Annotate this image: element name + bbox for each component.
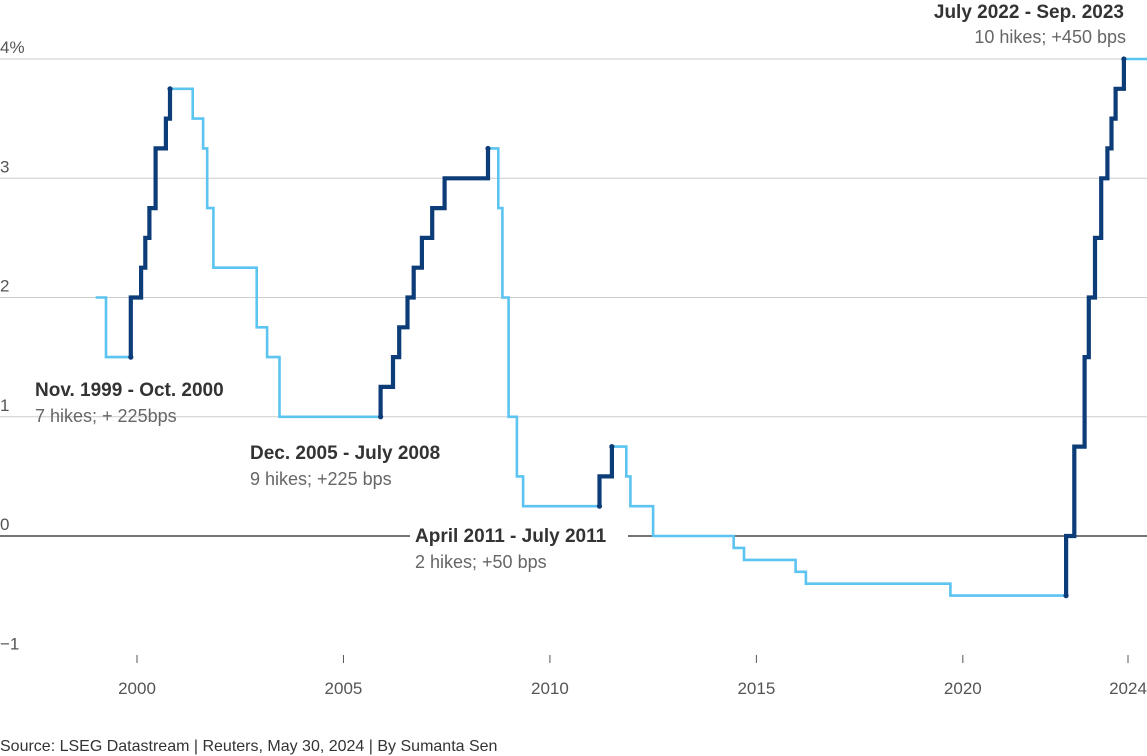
annotation-title: July 2022 - Sep. 2023 [934,2,1124,23]
annotation-2011: April 2011 - July 2011 2 hikes; +50 bps [410,522,628,572]
x-tick-label: 2020 [944,679,982,698]
hike-start-dot [378,414,384,420]
x-tick-label: 2000 [118,679,156,698]
annotation-2022-2023: July 2022 - Sep. 2023 10 hikes; +450 bps [934,2,1126,47]
annotation-backdrop [410,522,628,548]
hike-start-dot [128,354,134,360]
annotation-note: 10 hikes; +450 bps [974,27,1126,47]
hike-periods [128,56,1127,599]
hike-end-dot [1121,56,1127,62]
annotation-note: 7 hikes; + 225bps [35,406,177,426]
y-tick-label: 3 [0,157,9,176]
y-tick-label: 0 [0,515,9,534]
rate-line [95,57,1147,597]
hike-end-dot [609,443,615,450]
x-tick-label: 2010 [531,679,569,698]
y-tick-label: −1 [0,634,19,653]
y-axis-ticks: 4% 3 2 1 0 −1 [0,38,25,653]
hike-end-dot [485,145,491,152]
y-tick-label: 1 [0,396,9,415]
annotation-1999-2000: Nov. 1999 - Oct. 2000 7 hikes; + 225bps [35,380,224,426]
hike-segment [597,446,614,507]
x-tick-label: 2024 [1109,679,1147,698]
annotation-note: 9 hikes; +225 bps [250,469,392,489]
x-tick-label: 2005 [325,679,363,698]
annotation-2005-2008: Dec. 2005 - July 2008 9 hikes; +225 bps [250,443,440,489]
annotation-title: Nov. 1999 - Oct. 2000 [35,380,224,401]
x-tick-label: 2015 [737,679,775,698]
hike-end-dot [167,86,173,92]
x-axis-ticks: 2000 2005 2010 2015 2020 2024 [118,655,1147,698]
annotation-title: Dec. 2005 - July 2008 [250,443,440,464]
rate-series [95,57,1147,597]
annotation-title: April 2011 - July 2011 [415,526,607,547]
hike-start-dot [1063,593,1069,599]
hike-segment [1064,59,1126,596]
hike-segment [128,88,173,358]
source-note: Source: LSEG Datastream | Reuters, May 3… [0,738,497,755]
y-tick-label: 2 [0,277,9,296]
hike-start-dot [596,503,603,509]
y-tick-label: 4% [0,38,25,57]
grid-lines [0,58,1147,537]
annotation-note: 2 hikes; +50 bps [415,552,547,572]
hike-segment [378,148,491,417]
